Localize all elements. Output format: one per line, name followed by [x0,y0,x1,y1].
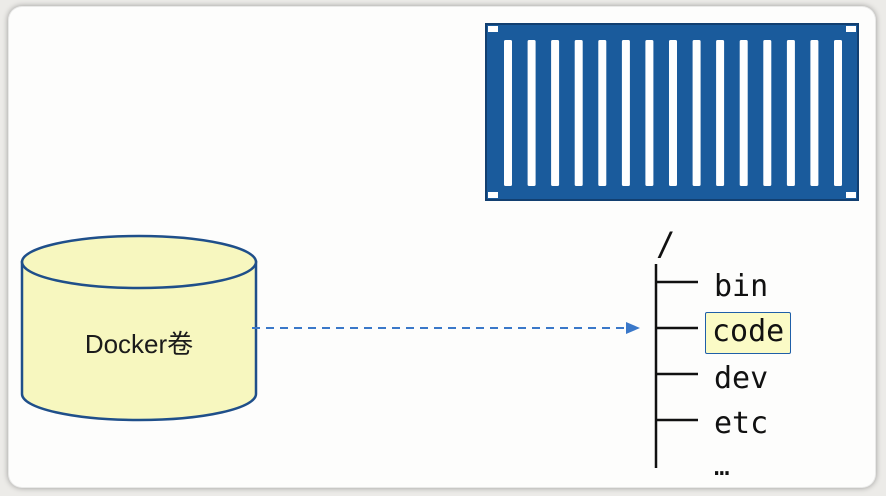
container-slat [621,40,630,186]
container-slat [810,40,819,186]
container-slat [669,40,677,186]
container-slat [645,40,654,186]
corner-casting [846,192,856,198]
diagram-frame: Docker卷 / bin code dev etc … [8,6,876,488]
directory-code-highlighted: code [705,312,792,354]
container-slat [574,40,583,186]
container-slats [504,40,842,186]
container-slat [551,40,560,186]
tree-lines [654,264,698,468]
diagram-canvas [20,23,859,468]
container-slat [504,40,512,186]
container-slat [598,40,607,186]
container-slat [716,40,725,186]
shipping-container-icon [485,23,859,201]
container-slat [739,40,748,186]
container-slat [763,40,772,186]
volume-label: Docker卷 [84,329,194,359]
mount-arrow [252,322,640,334]
container-slat [834,40,842,186]
corner-casting [846,26,856,32]
container-slat [692,40,701,186]
corner-casting [488,192,498,198]
container-slat [527,40,536,186]
root-directory: / [656,225,676,263]
cylinder-icon [20,234,258,422]
corner-casting [488,26,498,32]
container-slat [786,40,795,186]
directory-ellipsis: … [714,452,730,482]
directory-bin: bin [714,269,769,304]
directory-dev: dev [714,361,769,396]
directory-etc: etc [714,406,769,441]
